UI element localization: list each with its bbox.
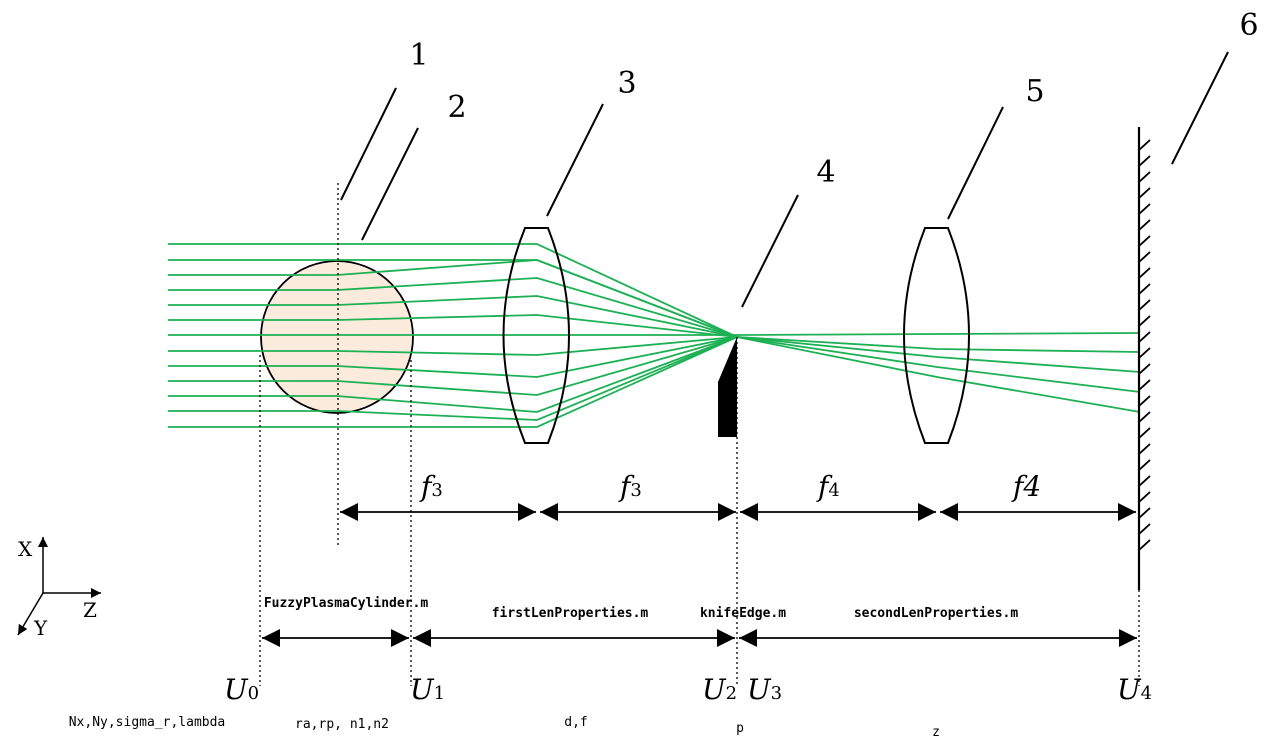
screen-hatch-line bbox=[1138, 395, 1151, 407]
ray bbox=[168, 336, 738, 421]
screen-hatch-line bbox=[1138, 347, 1151, 359]
callout-4: 4 bbox=[816, 155, 835, 190]
plane-label-u0: U0 bbox=[224, 673, 259, 706]
param-label-lens: d,f bbox=[564, 715, 587, 730]
coordinate-axes bbox=[17, 537, 101, 636]
callout-1: 1 bbox=[409, 38, 428, 73]
module-label-knife-edge: knifeEdge.m bbox=[700, 606, 786, 621]
module-label-first-lens: firstLenProperties.m bbox=[492, 606, 649, 621]
plane-label-u2: U2 bbox=[702, 673, 737, 706]
ray bbox=[168, 336, 738, 396]
focal-label-f4-b: f4 bbox=[1011, 470, 1041, 503]
param-label-knife: p bbox=[736, 721, 744, 736]
param-label-cylinder: ra,rp, n1,n2 bbox=[295, 717, 389, 732]
screen-hatch-line bbox=[1138, 299, 1151, 311]
screen-hatch-line bbox=[1138, 283, 1151, 295]
plane-label-u1: U1 bbox=[410, 673, 445, 706]
screen-hatch-line bbox=[1138, 235, 1151, 247]
knife-edge bbox=[718, 337, 737, 437]
screen-hatch-line bbox=[1138, 251, 1151, 263]
param-label-propagation: z bbox=[932, 725, 940, 740]
ray bbox=[168, 336, 738, 378]
ray bbox=[168, 336, 738, 356]
ray bbox=[168, 336, 738, 413]
screen-hatch-line bbox=[1138, 523, 1151, 535]
callout-leaders bbox=[340, 51, 1229, 308]
focal-label-f3-b: f3 bbox=[618, 470, 642, 503]
screen-hatch-line bbox=[1138, 507, 1151, 519]
plasma-cylinder bbox=[260, 260, 414, 414]
param-label-plasma: Nx,Ny,sigma_r,lambda bbox=[69, 715, 226, 730]
screen-hatch-line bbox=[1138, 171, 1151, 183]
screen-hatch-line bbox=[1138, 475, 1151, 487]
screen-hatch-line bbox=[1138, 539, 1151, 551]
module-label-second-lens: secondLenProperties.m bbox=[854, 606, 1019, 621]
screen-hatch-line bbox=[1138, 187, 1151, 199]
second-lens bbox=[903, 227, 970, 444]
screen-hatch-line bbox=[1138, 363, 1151, 375]
plane-label-u3: U3 bbox=[747, 673, 782, 706]
module-labels: FuzzyPlasmaCylinder.m firstLenProperties… bbox=[264, 596, 1019, 621]
first-lens bbox=[502, 227, 570, 444]
ray bbox=[168, 295, 738, 338]
plane-label-u4: U4 bbox=[1117, 673, 1152, 706]
screen-hatch-line bbox=[1138, 267, 1151, 279]
callout-2: 2 bbox=[447, 90, 466, 125]
axis-label-x: X bbox=[18, 537, 33, 561]
callout-6: 6 bbox=[1239, 8, 1258, 43]
plane-labels: U0 U1 U2 U3 U4 bbox=[224, 673, 1152, 706]
screen-hatch-line bbox=[1138, 219, 1151, 231]
screen-hatch-line bbox=[1138, 203, 1151, 215]
screen-hatch-line bbox=[1138, 427, 1151, 439]
screen bbox=[1137, 127, 1151, 590]
screen-hatch-line bbox=[1138, 379, 1151, 391]
screen-hatch-line bbox=[1138, 139, 1151, 151]
screen-hatch-line bbox=[1138, 459, 1151, 471]
ray bbox=[168, 336, 738, 428]
light-rays bbox=[168, 243, 1141, 428]
screen-hatch-line bbox=[1138, 411, 1151, 423]
screen-hatch-line bbox=[1138, 491, 1151, 503]
ray bbox=[168, 259, 1141, 373]
callout-numbers: 1 2 3 4 5 6 bbox=[409, 8, 1258, 190]
callout-5: 5 bbox=[1025, 74, 1044, 109]
focal-label-f4-a: f4 bbox=[816, 470, 840, 503]
ray bbox=[168, 332, 1141, 336]
focal-label-f3-a: f3 bbox=[419, 470, 443, 503]
focal-labels: f3 f3 f4 f4 bbox=[419, 470, 1041, 503]
callout-3: 3 bbox=[617, 66, 636, 101]
reference-lines bbox=[259, 183, 1140, 686]
screen-hatch-line bbox=[1138, 443, 1151, 455]
screen-hatch-line bbox=[1138, 315, 1151, 327]
axis-label-y: Y bbox=[33, 616, 48, 640]
module-label-plasma: FuzzyPlasmaCylinder.m bbox=[264, 596, 429, 611]
screen-hatch-line bbox=[1138, 155, 1151, 167]
parameter-labels: Nx,Ny,sigma_r,lambda ra,rp, n1,n2 d,f p … bbox=[69, 715, 940, 740]
axis-label-z: Z bbox=[83, 598, 97, 622]
ray bbox=[168, 314, 738, 338]
ray bbox=[168, 277, 1141, 353]
screen-hatch-line bbox=[1138, 331, 1151, 343]
